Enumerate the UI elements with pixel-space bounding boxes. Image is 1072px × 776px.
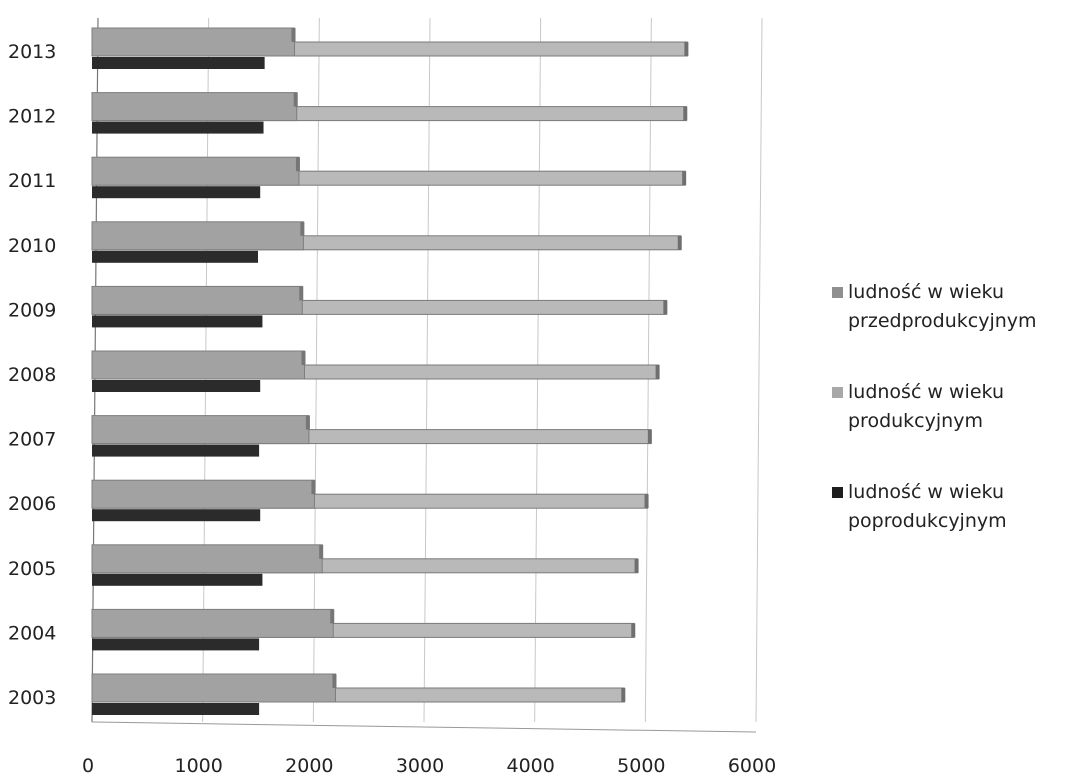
bar-przedprodukcyjny: [91, 350, 305, 380]
bar-poprodukcyjny: [92, 186, 261, 199]
bar-end-przedprodukcyjny: [332, 674, 337, 688]
x-tick-label: 2000: [285, 755, 333, 776]
bar-end-produkcyjny: [644, 494, 649, 509]
x-tick-label: 5000: [617, 755, 665, 776]
bar-poprodukcyjny: [92, 573, 263, 586]
y-axis-labels: 2003 2004 2005 2006 2007 2008 2009 2010 2011 2012…: [8, 41, 56, 709]
y-tick-label: 2010: [8, 235, 56, 257]
bar-end-produkcyjny: [677, 235, 682, 250]
bar-end-produkcyjny: [631, 623, 636, 638]
bar-przedprodukcyjny: [91, 156, 300, 186]
x-tick-label: 6000: [728, 755, 776, 776]
legend-label-line: ludność w wieku: [848, 281, 1004, 303]
bar-end-przedprodukcyjny: [295, 157, 300, 172]
bar-end-przedprodukcyjny: [300, 221, 305, 236]
x-axis-line: [91, 721, 757, 733]
bar-poprodukcyjny: [92, 315, 263, 328]
bar-przedprodukcyjny: [91, 221, 304, 251]
legend-swatch-poprodukcyjny: [832, 487, 843, 498]
gridline: [755, 17, 763, 723]
legend-item-produkcyjny: ludność w wieku produkcyjnym: [830, 378, 1070, 436]
y-tick-label: 2005: [8, 558, 56, 580]
bar-end-produkcyjny: [621, 688, 626, 702]
bar-end-przedprodukcyjny: [319, 544, 324, 559]
bar-poprodukcyjny: [92, 638, 260, 651]
y-tick-label: 2013: [8, 41, 56, 63]
bar-end-przedprodukcyjny: [299, 286, 304, 301]
bar-poprodukcyjny: [92, 444, 260, 457]
bar-przedprodukcyjny: [91, 608, 334, 638]
y-tick-label: 2003: [8, 687, 56, 709]
y-tick-label: 2006: [8, 493, 56, 515]
legend-label-line: przedprodukcyjnym: [848, 310, 1037, 332]
y-tick-label: 2011: [8, 170, 56, 192]
y-tick-label: 2007: [8, 429, 56, 451]
bar-end-produkcyjny: [684, 42, 689, 56]
bar-series: [91, 27, 689, 715]
x-tick-label: 0: [82, 755, 94, 776]
bar-end-przedprodukcyjny: [311, 480, 316, 495]
bar-przedprodukcyjny: [91, 415, 310, 445]
bar-poprodukcyjny: [92, 121, 264, 134]
legend-label-line: produkcyjnym: [848, 410, 983, 432]
legend-label-line: poprodukcyjnym: [848, 510, 1007, 532]
bar-end-przedprodukcyjny: [291, 28, 296, 42]
bar-poprodukcyjny: [92, 509, 261, 522]
bar-end-produkcyjny: [647, 429, 652, 444]
bar-end-przedprodukcyjny: [305, 415, 310, 430]
y-tick-label: 2009: [8, 299, 56, 321]
legend-item-przedprodukcyjny: ludność w wieku przedprodukcyjnym: [830, 278, 1070, 336]
x-tick-label: 1000: [174, 755, 222, 776]
legend-swatch-przedprodukcyjny: [832, 287, 843, 298]
x-tick-label: 4000: [506, 755, 554, 776]
bar-przedprodukcyjny: [91, 479, 315, 509]
bar-przedprodukcyjny: [91, 544, 323, 574]
legend-swatch-produkcyjny: [832, 387, 843, 398]
bar-end-przedprodukcyjny: [301, 351, 306, 365]
bar-przedprodukcyjny: [91, 673, 336, 703]
bar-poprodukcyjny: [92, 703, 260, 715]
x-tick-label: 3000: [396, 755, 444, 776]
legend-label-line: ludność w wieku: [848, 381, 1004, 403]
bar-end-produkcyjny: [634, 558, 639, 573]
y-tick-label: 2004: [8, 622, 56, 644]
legend-label-line: ludność w wieku: [848, 481, 1004, 503]
bar-end-produkcyjny: [655, 365, 660, 379]
x-axis-labels: 0 1000 2000 3000 4000 5000 6000: [82, 755, 776, 776]
legend-item-poprodukcyjny: ludność w wieku poprodukcyjnym: [830, 478, 1070, 536]
bar-end-przedprodukcyjny: [330, 609, 335, 624]
bar-przedprodukcyjny: [91, 285, 303, 315]
bar-end-produkcyjny: [683, 106, 688, 121]
bar-przedprodukcyjny: [91, 27, 296, 57]
bar-end-produkcyjny: [682, 171, 687, 186]
y-tick-label: 2012: [8, 106, 56, 128]
bar-end-produkcyjny: [663, 300, 668, 315]
bar-poprodukcyjny: [92, 57, 265, 69]
y-tick-label: 2008: [8, 364, 56, 386]
legend: ludność w wieku przedprodukcyjnym ludnoś…: [830, 278, 1070, 578]
bar-poprodukcyjny: [92, 380, 261, 392]
bar-end-przedprodukcyjny: [293, 92, 298, 107]
bar-przedprodukcyjny: [91, 92, 298, 122]
bar-poprodukcyjny: [92, 250, 258, 263]
